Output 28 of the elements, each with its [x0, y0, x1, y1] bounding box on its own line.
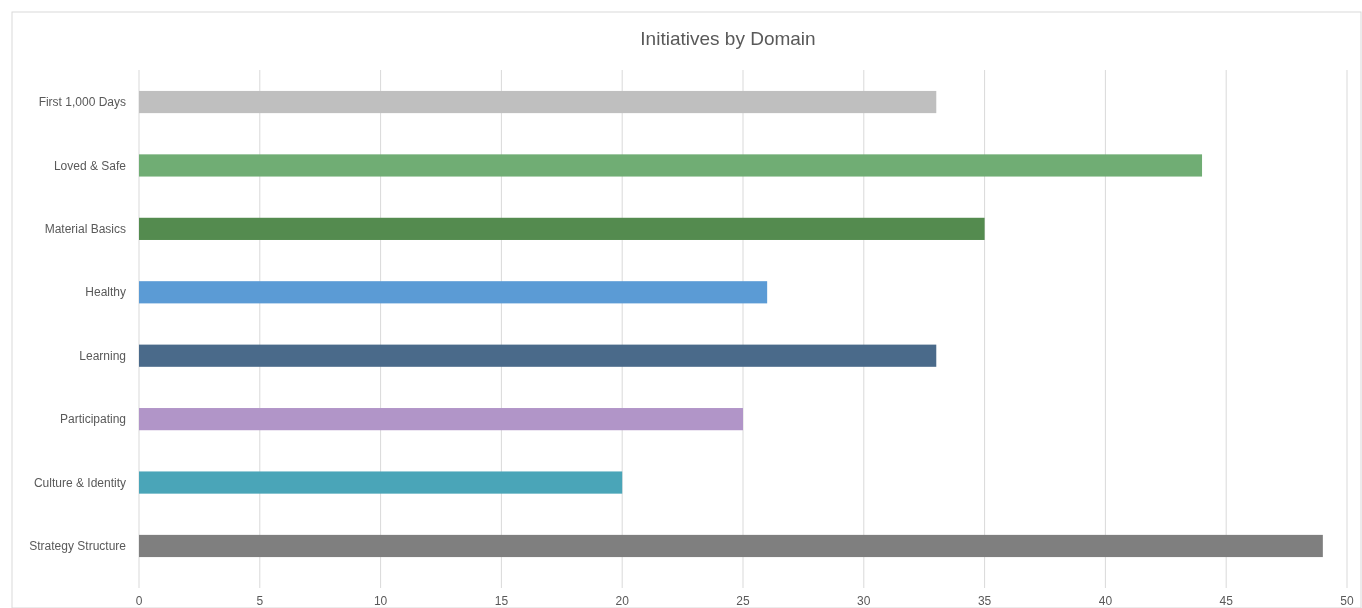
y-tick-label: Strategy Structure [29, 539, 127, 554]
x-tick-label: 20 [615, 594, 630, 608]
bar [139, 471, 623, 494]
bar [139, 154, 1203, 177]
y-tick-label: Healthy [85, 285, 126, 300]
x-tick-label: 0 [135, 594, 143, 608]
x-tick-label: 35 [977, 594, 992, 608]
bar [139, 281, 768, 304]
bar [139, 408, 743, 431]
x-tick-label: 15 [494, 594, 509, 608]
x-tick-label: 5 [256, 594, 264, 608]
chart-title: Initiatives by Domain [640, 28, 816, 49]
x-tick-label: 25 [736, 594, 750, 608]
x-tick-label: 50 [1340, 594, 1354, 608]
bar [139, 344, 937, 367]
x-tick-label: 45 [1219, 594, 1234, 608]
x-tick-label: 40 [1098, 594, 1113, 608]
y-tick-label: Culture & Identity [33, 475, 126, 490]
x-tick-label: 30 [857, 594, 871, 608]
y-tick-label: Material Basics [44, 222, 126, 237]
y-tick-label: Loved & Safe [53, 158, 127, 173]
bar [139, 90, 937, 114]
y-tick-label: Participating [59, 412, 126, 427]
y-tick-label: First 1,000 Days [38, 95, 126, 110]
x-tick-label: 10 [373, 594, 388, 608]
y-tick-label: Learning [79, 348, 126, 363]
bar [139, 217, 985, 240]
bar [139, 534, 1323, 558]
